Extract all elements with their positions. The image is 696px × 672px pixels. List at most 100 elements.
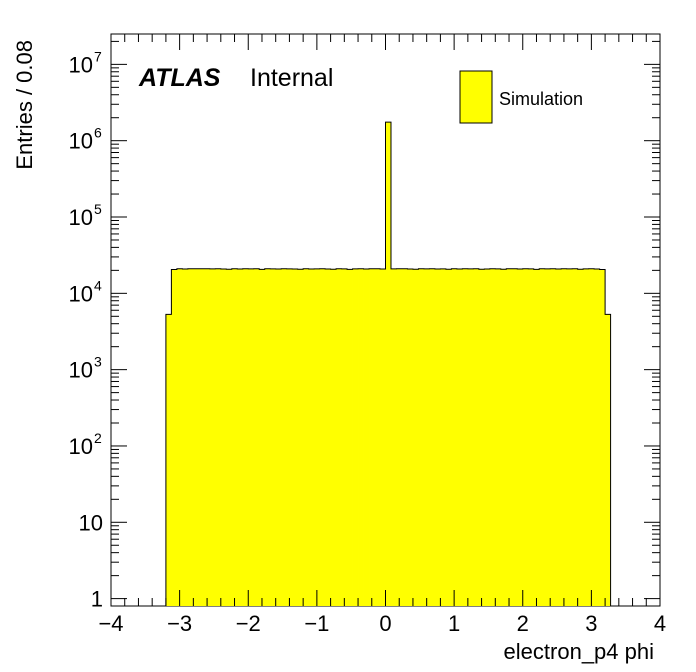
- histogram-bar: [506, 268, 513, 606]
- histogram-bar: [237, 269, 244, 606]
- histogram-bar: [566, 268, 573, 606]
- histogram-bar: [358, 268, 364, 606]
- legend-entry-simulation: Simulation: [499, 89, 583, 109]
- y-tick-label: 10: [69, 434, 93, 459]
- y-tick-label: 10: [79, 510, 103, 535]
- y-tick-label: 1: [91, 587, 103, 612]
- y-tick-exponent: 7: [94, 48, 102, 64]
- histogram-bar: [270, 268, 277, 606]
- histogram-bar: [231, 268, 238, 606]
- histogram-bar: [330, 269, 337, 606]
- histogram-bar: [423, 268, 430, 606]
- histogram-bar: [347, 269, 353, 606]
- histogram-bar: [363, 269, 370, 606]
- atlas-sublabel: Internal: [250, 64, 333, 92]
- atlas-label: ATLAS: [138, 64, 221, 92]
- histogram-bar: [561, 268, 568, 606]
- x-tick-label: 0: [379, 611, 391, 636]
- histogram-bar: [434, 269, 441, 606]
- y-axis-title: Entries / 0.08: [12, 40, 37, 170]
- x-axis-ticks: −4 −3 −2 −1 0 1 2 3 4: [98, 34, 666, 636]
- histogram-bar: [281, 268, 288, 606]
- histogram-bar: [264, 268, 271, 606]
- histogram-bar: [418, 268, 425, 606]
- x-axis-title: electron_p4 phi: [504, 639, 654, 664]
- histogram-bar: [248, 268, 255, 606]
- histogram-bar: [577, 269, 584, 606]
- histogram-bar: [412, 269, 419, 606]
- histogram-bar: [456, 269, 463, 606]
- histogram-bar: [204, 268, 211, 606]
- histogram-bar: [325, 269, 331, 606]
- histogram-bar: [588, 268, 595, 606]
- histogram-bar: [511, 268, 518, 606]
- y-tick-exponent: 3: [94, 354, 102, 370]
- histogram-bar: [165, 314, 172, 606]
- y-tick-exponent: 6: [94, 125, 102, 141]
- x-tick-label: −1: [304, 611, 329, 636]
- histogram-bar: [528, 268, 535, 606]
- histogram-bar: [429, 268, 436, 606]
- x-tick-label: −4: [98, 611, 123, 636]
- y-tick-exponent: 4: [94, 277, 102, 293]
- y-tick-label: 10: [69, 358, 93, 383]
- histogram-bar: [171, 269, 178, 606]
- histogram-bar: [462, 268, 469, 606]
- histogram-bar: [583, 268, 590, 606]
- histogram-bar: [401, 268, 408, 606]
- histogram-bar: [369, 268, 375, 606]
- histogram-bar: [407, 269, 414, 606]
- histogram-bar: [193, 268, 200, 606]
- histogram-bar: [539, 268, 546, 606]
- histogram-bar: [314, 268, 321, 606]
- histogram-bar: [259, 269, 266, 606]
- histogram-outline: [165, 121, 612, 606]
- histogram-bar: [484, 269, 491, 606]
- histogram-bar: [445, 269, 452, 606]
- y-tick-exponent: 2: [94, 430, 102, 446]
- histogram-bar: [473, 268, 480, 606]
- histogram-bar: [352, 268, 359, 606]
- histogram-bar: [478, 269, 485, 606]
- legend-swatch: [459, 70, 493, 124]
- y-tick-label: 10: [69, 281, 93, 306]
- histogram-bar: [319, 268, 326, 606]
- histogram-bar: [187, 268, 194, 606]
- histogram-bar: [396, 268, 403, 606]
- histogram-bar: [220, 269, 227, 606]
- histogram-bar: [594, 269, 601, 606]
- histogram-bar: [341, 268, 348, 606]
- histogram-bar: [440, 268, 447, 606]
- histogram-bar: [605, 314, 611, 606]
- histogram-bar: [489, 268, 496, 606]
- histogram-bar: [226, 269, 233, 606]
- y-tick-label: 10: [69, 129, 93, 154]
- histogram-bar: [336, 268, 342, 606]
- histogram-bar: [555, 269, 562, 606]
- histogram-bar: [544, 268, 551, 606]
- histogram-bar: [374, 268, 381, 606]
- histogram-bar: [209, 268, 216, 606]
- histogram-bar: [495, 268, 502, 606]
- y-tick-label: 10: [69, 52, 93, 77]
- histogram-bar: [215, 268, 222, 606]
- histogram-bar: [451, 268, 458, 606]
- x-tick-label: 3: [585, 611, 597, 636]
- histogram-bar: [198, 268, 205, 606]
- histogram-bar: [275, 269, 282, 606]
- histogram-bar: [385, 122, 392, 606]
- histogram-bar: [517, 269, 524, 606]
- histogram-bar: [550, 268, 557, 606]
- y-tick-exponent: 5: [94, 201, 102, 217]
- x-tick-label: 1: [448, 611, 460, 636]
- histogram-bar: [533, 269, 540, 606]
- histogram-bar: [522, 268, 529, 606]
- histogram-bar: [303, 268, 310, 606]
- histogram-bar: [176, 268, 183, 606]
- histogram-bar: [297, 269, 304, 606]
- x-tick-label: 4: [654, 611, 666, 636]
- histogram-bars: [165, 121, 612, 606]
- histogram-bar: [599, 269, 606, 606]
